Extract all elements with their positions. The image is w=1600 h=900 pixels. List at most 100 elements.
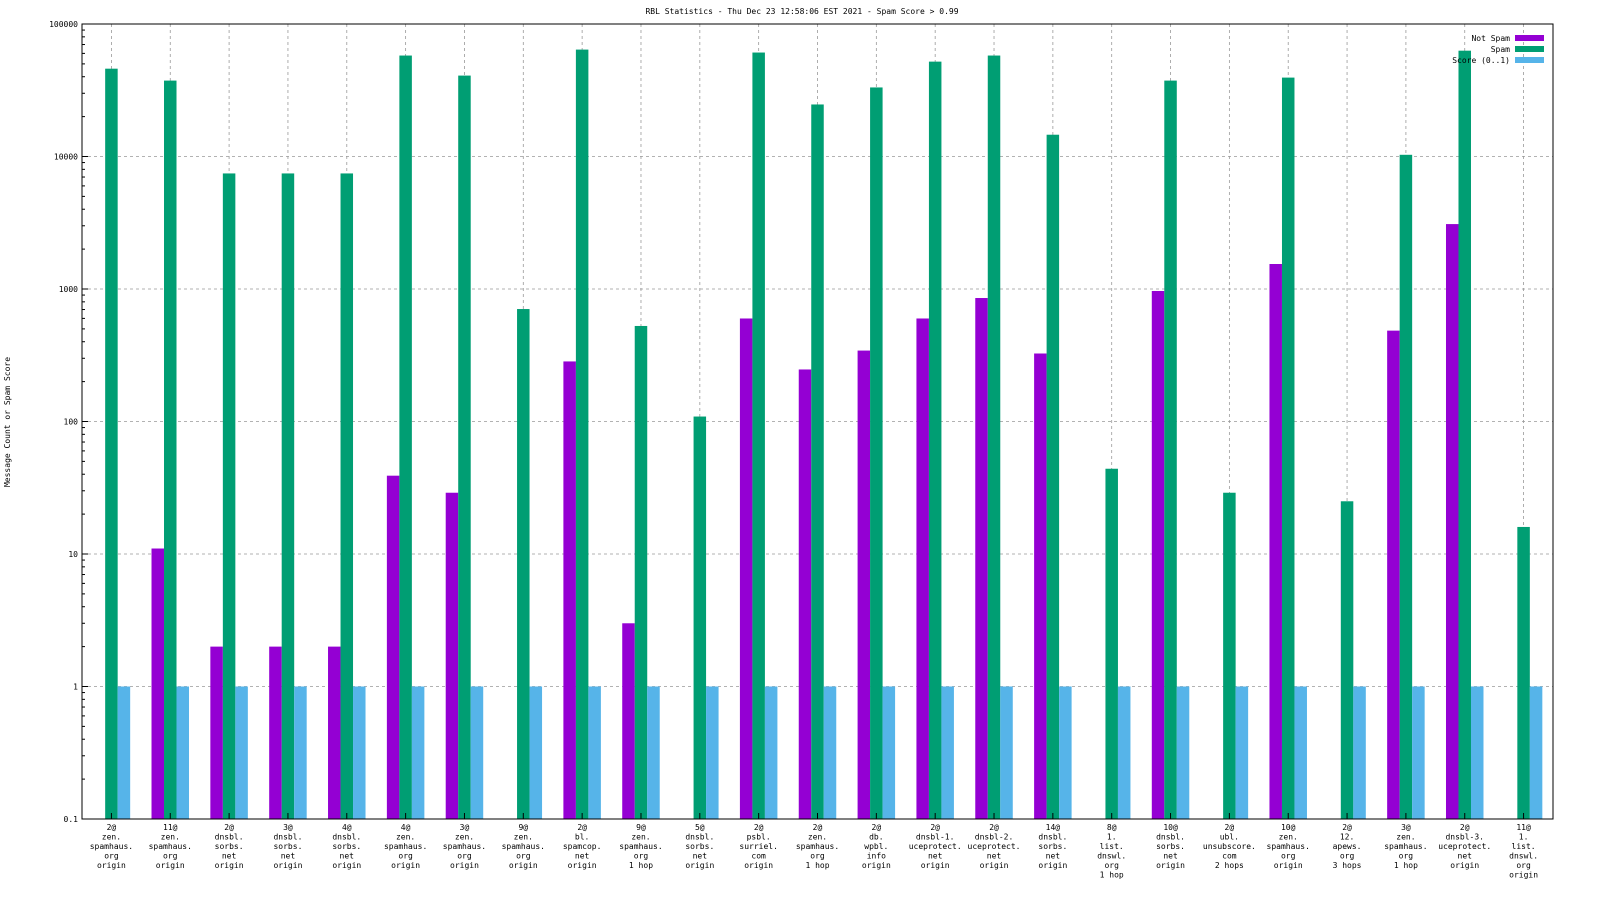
x-tick-label: 2@ ubl. unsubscore. com 2 hops <box>1203 823 1256 870</box>
x-tick-label: 2@ dnsbl. sorbs. net origin <box>215 823 244 870</box>
x-tick-label: 9@ zen. spamhaus. org 1 hop <box>619 823 662 870</box>
bar-spam <box>1458 50 1471 820</box>
bar-score <box>470 686 484 819</box>
bar-not-spam <box>445 492 459 819</box>
bar-spam <box>517 309 530 819</box>
x-tick-label: 4@ zen. spamhaus. org origin <box>384 823 427 870</box>
bar-score <box>529 686 543 819</box>
bars <box>105 49 1543 820</box>
x-tick-label: 10@ zen. spamhaus. org origin <box>1267 823 1310 870</box>
x-tick-label: 3@ zen. spamhaus. org 1 hop <box>1384 823 1427 870</box>
bar-spam <box>870 87 883 819</box>
bar-score <box>294 686 307 819</box>
x-tick-label: 5@ dnsbl. sorbs. net origin <box>685 823 714 870</box>
bar-score <box>588 686 601 819</box>
legend-swatch <box>1515 35 1544 41</box>
bar-not-spam <box>622 623 635 819</box>
bar-spam <box>693 416 707 819</box>
bar-spam <box>399 55 412 820</box>
bar-not-spam <box>1445 224 1459 819</box>
bar-score <box>1059 686 1072 819</box>
bar-spam <box>1164 80 1177 820</box>
x-tick-label: 11@ zen. spamhaus. org origin <box>149 823 192 870</box>
bar-spam <box>1223 492 1236 819</box>
bar-not-spam <box>975 298 988 819</box>
x-tick-label: 9@ zen. spamhaus. org origin <box>502 823 545 870</box>
y-tick-label: 10 <box>68 550 78 559</box>
x-tick-label: 2@ dnsbl-1. uceprotect. net origin <box>909 823 962 870</box>
x-tick-label: 2@ dnsbl-2. uceprotect. net origin <box>968 823 1021 870</box>
x-tick-label: 14@ dnsbl. sorbs. net origin <box>1038 823 1067 870</box>
y-tick-label: 100000 <box>49 20 78 29</box>
bar-score <box>1529 686 1543 819</box>
bar-score <box>706 686 719 819</box>
x-tick-label: 4@ dnsbl. sorbs. net origin <box>332 823 361 870</box>
bar-score <box>411 686 425 819</box>
x-tick-label: 2@ zen. spamhaus. org origin <box>90 823 133 870</box>
bar-not-spam <box>1034 353 1047 819</box>
bar-spam <box>928 61 942 819</box>
bar-score <box>353 686 366 819</box>
bar-spam <box>340 173 354 819</box>
bar-spam <box>1340 501 1354 819</box>
y-tick-label: 1 <box>73 683 78 692</box>
legend-label: Spam <box>1491 45 1510 54</box>
bar-not-spam <box>857 350 871 819</box>
x-tick-label: 2@ bl. spamcop. net origin <box>563 823 602 870</box>
bar-spam <box>164 80 177 820</box>
bar-spam <box>105 68 118 820</box>
bar-spam <box>987 55 1001 820</box>
bar-not-spam <box>328 646 341 819</box>
bar-not-spam <box>1269 264 1282 819</box>
bar-score <box>1412 686 1425 819</box>
x-tick-label: 3@ dnsbl. sorbs. net origin <box>273 823 302 870</box>
bar-spam <box>1399 154 1413 819</box>
bar-spam <box>1046 134 1060 819</box>
bar-not-spam <box>1151 290 1165 819</box>
x-tick-label: 10@ dnsbl. sorbs. net origin <box>1156 823 1185 870</box>
bar-not-spam <box>386 475 400 819</box>
x-tick-label: 8@ 1. list. dnswl. org 1 hop <box>1097 823 1126 880</box>
bar-score <box>176 686 190 819</box>
bar-score <box>1235 686 1249 819</box>
bar-spam <box>1281 77 1295 820</box>
bar-not-spam <box>563 361 576 819</box>
bar-not-spam <box>739 318 753 819</box>
x-tick-labels: 2@ zen. spamhaus. org origin 11@ zen. spamhaus.… <box>90 823 1538 880</box>
legend: Not Spam Spam Score (0..1) <box>1452 34 1544 65</box>
bar-spam <box>222 173 236 819</box>
y-tick-label: 0.1 <box>64 815 79 824</box>
bar-spam <box>811 104 824 819</box>
bar-score <box>823 686 837 819</box>
x-tick-label: 2@ psbl. surriel. com origin <box>739 823 778 870</box>
x-tick-label: 11@ 1. list. dnswl. org origin <box>1509 823 1538 880</box>
bar-spam <box>1105 468 1118 819</box>
y-tick-label: 1000 <box>59 285 78 294</box>
bar-not-spam <box>916 318 929 819</box>
bar-score <box>1000 686 1013 819</box>
bar-spam <box>634 325 648 819</box>
bar-score <box>941 686 954 819</box>
bar-not-spam <box>1387 330 1400 819</box>
plot-frame <box>81 23 1554 820</box>
bar-spam <box>458 75 471 820</box>
bar-score <box>1176 686 1190 819</box>
bar-score <box>1353 686 1366 819</box>
bar-not-spam <box>210 646 223 819</box>
legend-swatch <box>1515 57 1544 63</box>
bar-spam <box>281 173 295 819</box>
bar-spam <box>752 52 765 819</box>
x-tick-label: 2@ 12. apews. org 3 hops <box>1333 823 1362 870</box>
x-tick-label: 2@ db. wpbl. info origin <box>862 823 891 870</box>
y-axis-label: Message Count or Spam Score <box>3 357 12 487</box>
x-tick-label: 2@ dnsbl-3. uceprotect. net origin <box>1438 823 1491 870</box>
bar-score <box>117 686 131 819</box>
bar-spam <box>575 49 589 820</box>
bar-not-spam <box>151 548 165 819</box>
x-tick-label: 2@ zen. spamhaus. org 1 hop <box>796 823 839 870</box>
x-tick-label: 3@ zen. spamhaus. org origin <box>443 823 486 870</box>
bar-score <box>647 686 660 819</box>
chart-title: RBL Statistics - Thu Dec 23 12:58:06 EST… <box>645 7 958 16</box>
legend-label: Score (0..1) <box>1452 56 1510 65</box>
